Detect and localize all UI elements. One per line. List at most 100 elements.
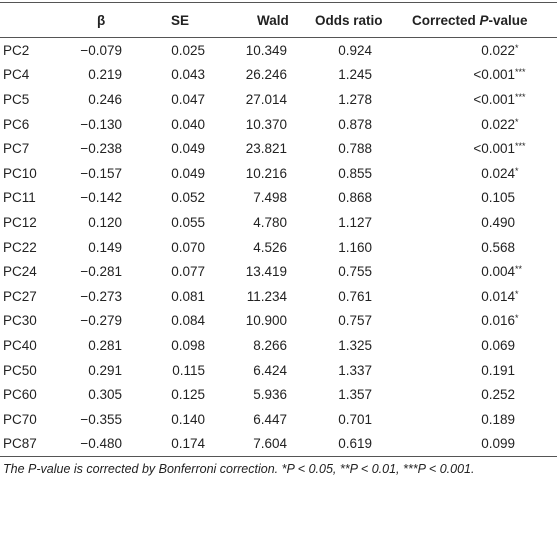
cell: 0.140 — [171, 411, 205, 427]
row-label: PC5 — [3, 91, 30, 107]
cell: 0.149 — [88, 239, 122, 255]
row-label: PC70 — [3, 411, 37, 427]
cell: 7.604 — [253, 436, 287, 452]
table-row: PC22 0.149 0.070 4.526 1.160 0.568 — [0, 235, 557, 260]
cell: −0.079 — [80, 42, 122, 58]
cell: 4.780 — [253, 214, 287, 230]
table-row: PC5 0.246 0.047 27.014 1.278 <0.001 *** — [0, 87, 557, 112]
cell: 0.281 — [88, 337, 122, 353]
header-cell: Odds ratio — [315, 12, 383, 28]
cell: 0.077 — [171, 264, 205, 280]
significance-stars: * — [515, 42, 519, 53]
row-label: PC87 — [3, 436, 37, 452]
stars-cell: * — [515, 284, 557, 309]
cell: 8.266 — [253, 337, 287, 353]
row-label: PC50 — [3, 362, 37, 378]
stars-cell — [515, 333, 557, 358]
table-row: PC50 0.291 0.115 6.424 1.337 0.191 — [0, 358, 557, 383]
header-cell: Wald — [257, 12, 289, 28]
cell: 11.234 — [246, 288, 287, 304]
table-row: PC11 −0.142 0.052 7.498 0.868 0.105 — [0, 186, 557, 211]
cell: 0.855 — [338, 165, 372, 181]
row-label: PC6 — [3, 116, 30, 132]
p-value: 0.099 — [481, 436, 515, 452]
cell: 0.701 — [338, 411, 372, 427]
table-row: PC70 −0.355 0.140 6.447 0.701 0.189 — [0, 407, 557, 432]
p-value: 0.568 — [481, 239, 515, 255]
cell: 1.278 — [338, 91, 372, 107]
table-row: PC30 −0.279 0.084 10.900 0.757 0.016 * — [0, 309, 557, 334]
row-label: PC4 — [3, 67, 30, 83]
cell: 0.098 — [171, 337, 205, 353]
p-value: 0.191 — [481, 362, 515, 378]
header-row: β SE Wald Odds ratio Corrected P-value — [0, 2, 557, 38]
p-value: 0.024 — [481, 165, 515, 181]
stars-cell — [515, 432, 557, 457]
stars-cell: *** — [515, 136, 557, 161]
cell: 1.245 — [338, 67, 372, 83]
cell: −0.273 — [80, 288, 122, 304]
cell: 1.127 — [338, 214, 372, 230]
stars-cell — [515, 235, 557, 260]
cell: 0.084 — [171, 313, 205, 329]
row-label: PC10 — [3, 165, 37, 181]
p-value: 0.022 — [481, 116, 515, 132]
significance-stars: *** — [515, 141, 526, 152]
cell: 0.619 — [338, 436, 372, 452]
header-cell: SE — [171, 12, 190, 28]
table-row: PC4 0.219 0.043 26.246 1.245 <0.001 *** — [0, 63, 557, 88]
cell: 1.337 — [338, 362, 372, 378]
cell: 0.757 — [338, 313, 372, 329]
cell: 0.055 — [171, 214, 205, 230]
significance-stars: * — [515, 313, 519, 324]
cell: 0.040 — [171, 116, 205, 132]
cell: −0.281 — [80, 264, 122, 280]
significance-stars: * — [515, 288, 519, 299]
cell: 0.878 — [338, 116, 372, 132]
table-row: PC27 −0.273 0.081 11.234 0.761 0.014 * — [0, 284, 557, 309]
cell: 0.246 — [88, 91, 122, 107]
header-text: -value — [488, 12, 528, 28]
stars-cell: *** — [515, 63, 557, 88]
stars-cell: * — [515, 38, 557, 63]
p-value: 0.189 — [481, 411, 515, 427]
cell: 0.868 — [338, 190, 372, 206]
row-label: PC11 — [3, 190, 36, 206]
stars-cell: * — [515, 309, 557, 334]
footnote: The P-value is corrected by Bonferroni c… — [3, 462, 475, 476]
significance-stars: ** — [515, 264, 523, 275]
cell: 0.081 — [171, 288, 205, 304]
table-row: PC12 0.120 0.055 4.780 1.127 0.490 — [0, 210, 557, 235]
cell: 1.325 — [338, 337, 372, 353]
row-label: PC40 — [3, 337, 37, 353]
stars-cell — [515, 382, 557, 407]
row-label: PC7 — [3, 141, 30, 157]
cell: 0.025 — [171, 42, 205, 58]
row-label: PC60 — [3, 387, 37, 403]
significance-stars: * — [515, 165, 519, 176]
row-label: PC22 — [3, 239, 37, 255]
cell: 1.160 — [338, 239, 372, 255]
cell: 0.174 — [171, 436, 205, 452]
cell: 0.755 — [338, 264, 372, 280]
table-header: β SE Wald Odds ratio Corrected P-value — [0, 2, 557, 38]
significance-stars: *** — [515, 67, 526, 78]
cell: 0.043 — [171, 67, 205, 83]
p-value: 0.016 — [481, 313, 515, 329]
stars-cell: *** — [515, 87, 557, 112]
cell: 4.526 — [253, 239, 287, 255]
stars-cell: * — [515, 112, 557, 137]
cell: 0.305 — [88, 387, 122, 403]
cell: 10.900 — [245, 313, 287, 329]
table-row: PC24 −0.281 0.077 13.419 0.755 0.004 ** — [0, 259, 557, 284]
header-text: P — [479, 12, 489, 28]
cell: 0.120 — [88, 214, 122, 230]
p-value: 0.252 — [481, 387, 515, 403]
p-value: <0.001 — [473, 141, 515, 157]
cell: 10.216 — [245, 165, 287, 181]
header-cell: β — [97, 12, 106, 28]
table-row: PC60 0.305 0.125 5.936 1.357 0.252 — [0, 382, 557, 407]
cell: 0.125 — [171, 387, 205, 403]
results-table: β SE Wald Odds ratio Corrected P-value PC2 −0… — [0, 2, 557, 457]
